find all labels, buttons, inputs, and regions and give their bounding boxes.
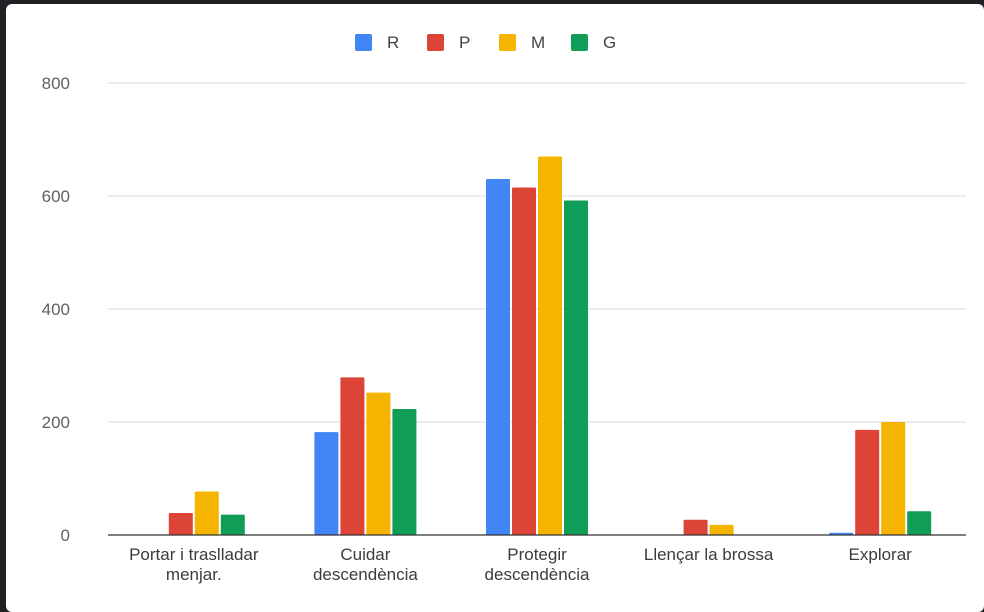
bar-r-2 bbox=[486, 179, 510, 536]
y-tick-label: 400 bbox=[42, 300, 70, 319]
chart-panel: 0 200 400 600 800 Portar i traslladar menjar.… bbox=[6, 4, 984, 612]
bar-p-2 bbox=[512, 187, 536, 535]
legend-swatch bbox=[571, 34, 588, 51]
legend-item-p: P bbox=[427, 33, 470, 52]
legend-item-g: G bbox=[571, 33, 616, 52]
legend-label: P bbox=[459, 33, 470, 52]
legend-label: G bbox=[603, 33, 616, 52]
bars bbox=[168, 156, 932, 536]
bar-g-4 bbox=[907, 511, 932, 535]
legend-swatch bbox=[355, 34, 372, 51]
legend-swatch bbox=[499, 34, 516, 51]
legend-item-r: R bbox=[355, 33, 399, 52]
bar-m-4 bbox=[881, 422, 906, 535]
x-category-label: Cuidar descendència bbox=[313, 545, 418, 584]
legend-swatch bbox=[427, 34, 444, 51]
bar-p-0 bbox=[168, 512, 193, 535]
y-tick-label: 200 bbox=[42, 413, 70, 432]
legend-label: M bbox=[531, 33, 545, 52]
bar-p-1 bbox=[340, 377, 365, 535]
bar-p-3 bbox=[683, 519, 708, 535]
legend-label: R bbox=[387, 33, 399, 52]
x-category-label: Llençar la brossa bbox=[644, 545, 774, 564]
y-tick-label: 0 bbox=[61, 526, 70, 545]
bar-p-4 bbox=[855, 429, 880, 535]
bar-chart: 0 200 400 600 800 Portar i traslladar menjar.… bbox=[42, 33, 966, 584]
legend-item-m: M bbox=[499, 33, 545, 52]
x-axis-categories: Portar i traslladar menjar. Cuidar descendè… bbox=[129, 545, 912, 584]
bar-g-0 bbox=[220, 514, 245, 535]
bar-m-1 bbox=[366, 392, 391, 535]
bar-r-1 bbox=[314, 432, 339, 535]
y-tick-label: 600 bbox=[42, 187, 70, 206]
bar-m-2 bbox=[538, 156, 562, 535]
x-category-label: Portar i traslladar menjar. bbox=[129, 545, 259, 584]
y-tick-label: 800 bbox=[42, 74, 70, 93]
bar-m-3 bbox=[709, 524, 734, 535]
bar-g-2 bbox=[564, 200, 588, 535]
bar-g-1 bbox=[392, 409, 417, 535]
gridlines bbox=[108, 82, 966, 423]
bar-m-0 bbox=[194, 491, 219, 535]
y-axis-ticks: 0 200 400 600 800 bbox=[42, 74, 70, 545]
x-category-label: Protegir descendència bbox=[485, 545, 590, 584]
x-category-label: Explorar bbox=[849, 545, 913, 564]
